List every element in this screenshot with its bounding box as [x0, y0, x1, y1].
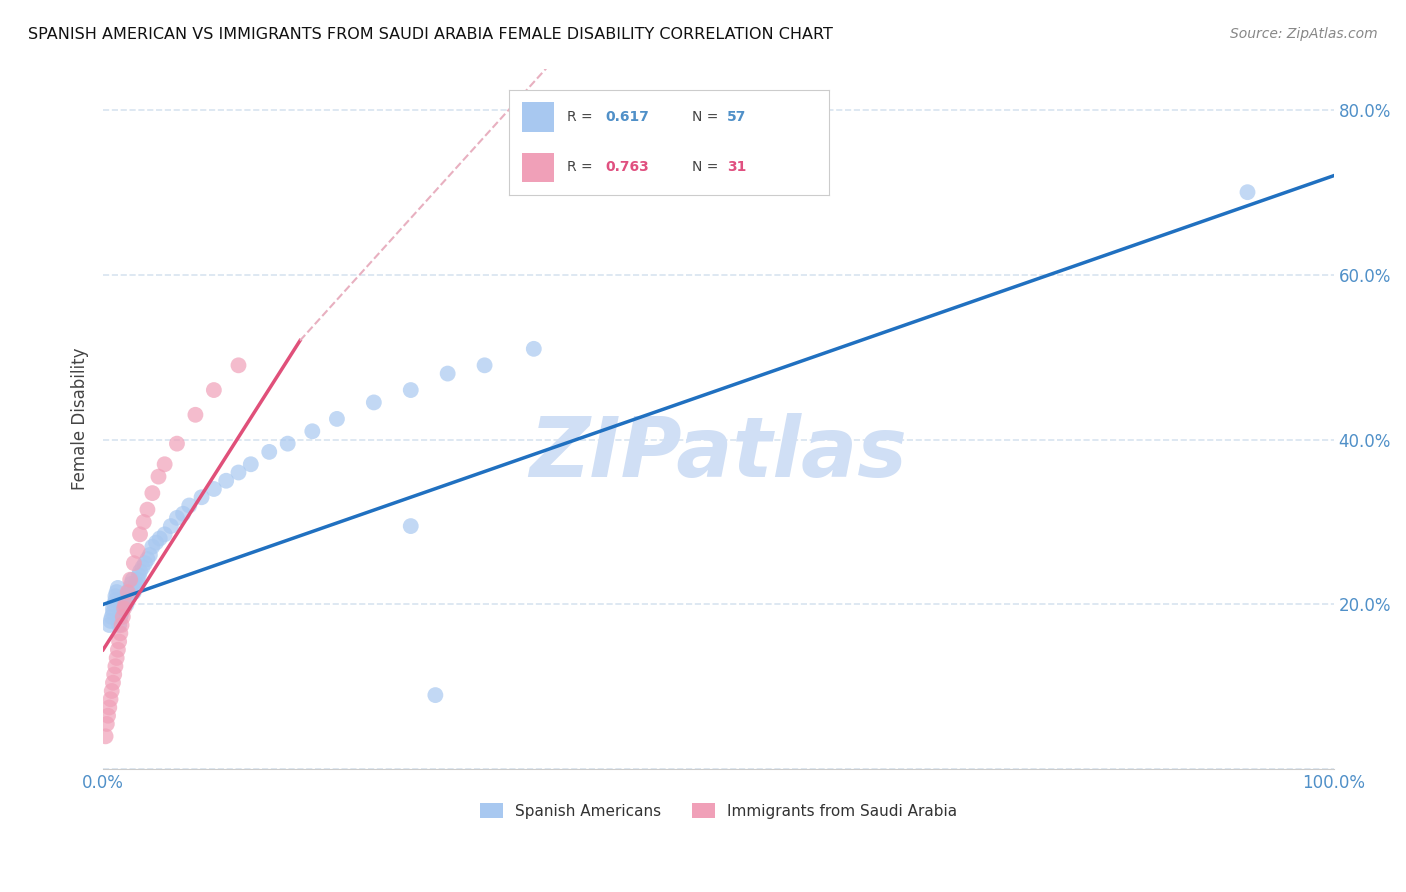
Point: [202, 383, 225, 397]
Point: [101, 601, 124, 615]
Point: [127, 573, 149, 587]
Text: SPANISH AMERICAN VS IMMIGRANTS FROM SAUDI ARABIA FEMALE DISABILITY CORRELATION C: SPANISH AMERICAN VS IMMIGRANTS FROM SAUD…: [28, 27, 832, 42]
Point: [118, 585, 141, 599]
Point: [190, 490, 212, 504]
Point: [239, 457, 262, 471]
Point: [257, 445, 280, 459]
Point: [127, 544, 149, 558]
Point: [141, 540, 163, 554]
Point: [153, 527, 176, 541]
Point: [105, 585, 128, 599]
Point: [111, 609, 134, 624]
Point: [105, 651, 128, 665]
Point: [131, 560, 153, 574]
Point: [474, 359, 496, 373]
Point: [1236, 185, 1258, 199]
Point: [363, 395, 385, 409]
Point: [148, 469, 170, 483]
Point: [107, 642, 129, 657]
Point: [104, 593, 127, 607]
Point: [202, 482, 225, 496]
Point: [277, 436, 299, 450]
Point: [136, 552, 159, 566]
Point: [399, 519, 422, 533]
Point: [98, 618, 121, 632]
Point: [96, 717, 118, 731]
Point: [301, 424, 323, 438]
Point: [128, 568, 150, 582]
Point: [159, 519, 181, 533]
Point: [120, 581, 142, 595]
Point: [97, 708, 120, 723]
Point: [100, 609, 122, 624]
Point: [145, 535, 167, 549]
Point: [103, 667, 125, 681]
Point: [179, 499, 201, 513]
Point: [114, 593, 136, 607]
Point: [104, 589, 127, 603]
Point: [114, 598, 136, 612]
Point: [101, 606, 124, 620]
Point: [120, 576, 142, 591]
Point: [122, 556, 145, 570]
Point: [115, 598, 138, 612]
Point: [399, 383, 422, 397]
Y-axis label: Female Disability: Female Disability: [72, 348, 89, 491]
Point: [121, 573, 143, 587]
Point: [228, 359, 250, 373]
Point: [110, 618, 132, 632]
Point: [103, 598, 125, 612]
Point: [110, 606, 132, 620]
Text: ZIPatlas: ZIPatlas: [530, 414, 907, 494]
Point: [125, 576, 148, 591]
Point: [104, 659, 127, 673]
Text: Source: ZipAtlas.com: Source: ZipAtlas.com: [1230, 27, 1378, 41]
Point: [132, 515, 155, 529]
Point: [117, 589, 139, 603]
Point: [107, 581, 129, 595]
Point: [117, 585, 139, 599]
Point: [136, 502, 159, 516]
Point: [139, 548, 162, 562]
Point: [228, 466, 250, 480]
Point: [425, 688, 447, 702]
Point: [98, 700, 121, 714]
Point: [129, 527, 152, 541]
Point: [94, 729, 117, 743]
Point: [141, 486, 163, 500]
Point: [111, 601, 134, 615]
Point: [120, 573, 142, 587]
Point: [122, 585, 145, 599]
Point: [101, 675, 124, 690]
Point: [112, 598, 135, 612]
Point: [215, 474, 238, 488]
Point: [112, 601, 135, 615]
Point: [100, 692, 122, 706]
Point: [436, 367, 458, 381]
Point: [166, 511, 188, 525]
Point: [108, 618, 131, 632]
Point: [166, 436, 188, 450]
Point: [523, 342, 546, 356]
Point: [108, 634, 131, 648]
Legend: Spanish Americans, Immigrants from Saudi Arabia: Spanish Americans, Immigrants from Saudi…: [474, 797, 963, 825]
Point: [326, 412, 349, 426]
Point: [153, 457, 176, 471]
Point: [134, 556, 156, 570]
Point: [110, 609, 132, 624]
Point: [110, 626, 132, 640]
Point: [129, 565, 152, 579]
Point: [124, 581, 146, 595]
Point: [172, 507, 194, 521]
Point: [184, 408, 207, 422]
Point: [100, 614, 122, 628]
Point: [100, 684, 122, 698]
Point: [149, 532, 172, 546]
